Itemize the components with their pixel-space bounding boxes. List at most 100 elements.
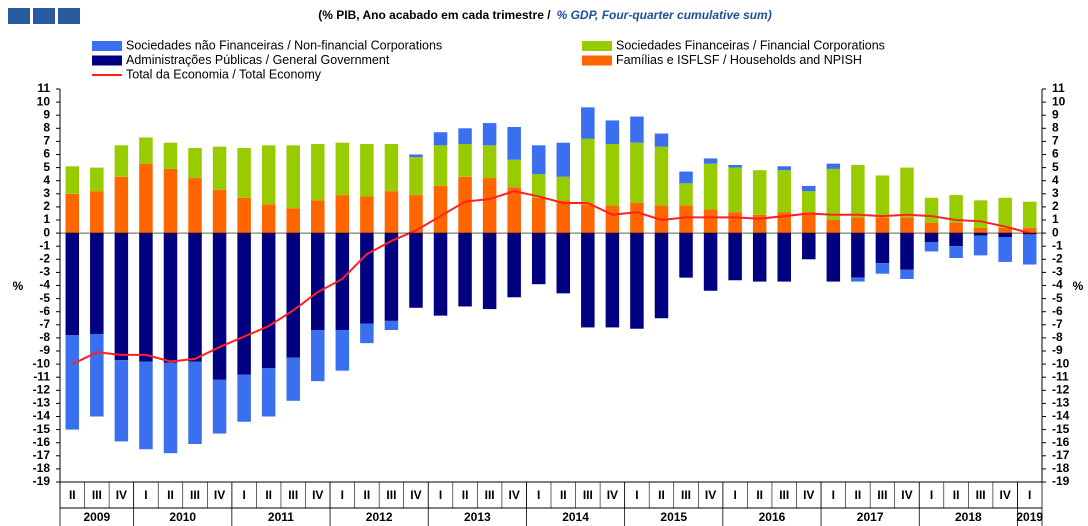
- bar-segment: [581, 138, 595, 205]
- year-label: 2019: [1016, 510, 1043, 524]
- bar-segment: [237, 147, 251, 198]
- bar-segment: [163, 168, 178, 234]
- legend-swatch: [582, 55, 612, 66]
- bar-segment: [163, 233, 178, 363]
- bar-segment: [1022, 234, 1037, 265]
- x-tick-label: I: [537, 488, 540, 502]
- bar-segment: [433, 185, 448, 234]
- y-tick-label: -16: [33, 435, 51, 449]
- x-tick-label: III: [976, 488, 986, 502]
- x-tick-label: I: [733, 488, 736, 502]
- y-tick-label: -14: [33, 409, 51, 423]
- bar-segment: [556, 142, 571, 177]
- bar-segment: [630, 142, 644, 203]
- year-label: 2017: [857, 510, 884, 524]
- bar-segment: [851, 217, 865, 234]
- y2-tick-label: 1: [1052, 212, 1059, 226]
- bar-segment: [531, 174, 546, 198]
- bar-segment: [949, 246, 963, 258]
- y-tick-label: -4: [39, 278, 50, 292]
- bar-segment: [188, 178, 202, 234]
- y-tick-label: -15: [33, 422, 51, 436]
- bar-segment: [851, 164, 865, 218]
- line-series: [71, 190, 1030, 366]
- x-tick-label: IV: [214, 488, 225, 502]
- bar-segment: [605, 233, 620, 328]
- bar-segment: [556, 176, 571, 201]
- bar-segment: [384, 191, 399, 234]
- title-pt: (% PIB, Ano acabado em cada trimestre /: [318, 8, 551, 22]
- bar-segment: [777, 233, 791, 282]
- bar-segment: [703, 163, 718, 210]
- y2-tick-label: -19: [1052, 474, 1070, 488]
- bar-segment: [286, 145, 300, 209]
- bar-segment: [261, 145, 276, 205]
- bar-segment: [679, 205, 693, 234]
- x-tick-label: III: [386, 488, 396, 502]
- x-tick-label: I: [341, 488, 344, 502]
- y-tick-label: -13: [33, 396, 51, 410]
- year-label: 2015: [660, 510, 687, 524]
- x-tick-label: III: [681, 488, 691, 502]
- bar-segment: [556, 233, 571, 294]
- y2-tick-label: -5: [1052, 291, 1063, 305]
- bar-segment: [851, 277, 865, 282]
- bar-segment: [531, 233, 546, 285]
- bar-segment: [458, 176, 472, 234]
- y2-tick-label: 8: [1052, 120, 1059, 134]
- bar-segment: [507, 233, 521, 298]
- x-tick-label: IV: [509, 488, 520, 502]
- y2-tick-label: 5: [1052, 160, 1059, 174]
- x-tick-label: IV: [116, 488, 127, 502]
- bar-segment: [286, 357, 300, 401]
- x-tick-label: III: [779, 488, 789, 502]
- bar-segment: [556, 200, 571, 234]
- y2-tick-label: -13: [1052, 396, 1070, 410]
- bar-segment: [581, 204, 595, 234]
- y2-tick-label: -3: [1052, 265, 1063, 279]
- bar-segment: [630, 116, 644, 143]
- bar-segment: [384, 144, 399, 192]
- bar-segment: [163, 362, 178, 454]
- y2-tick-label: 10: [1052, 94, 1066, 108]
- bar-segment: [924, 233, 939, 243]
- bar-segment: [973, 200, 988, 228]
- bar-segment: [433, 132, 448, 146]
- legend-label: Sociedades Financeiras / Financial Corpo…: [616, 38, 885, 52]
- year-label: 2009: [83, 510, 110, 524]
- bar-segment: [900, 269, 914, 279]
- bar-segment: [286, 208, 300, 234]
- bar-segment: [311, 233, 325, 331]
- y-tick-label: 0: [43, 225, 50, 239]
- bar-segment: [237, 233, 251, 375]
- y-tick-label: -11: [33, 369, 50, 383]
- bar-segment: [728, 164, 742, 168]
- x-tick-label: I: [242, 488, 245, 502]
- bar-segment: [360, 233, 374, 324]
- bar-segment: [949, 195, 963, 223]
- y2-tick-label: -8: [1052, 330, 1063, 344]
- x-tick-label: II: [69, 488, 76, 502]
- bar-segment: [581, 107, 595, 139]
- legend-swatch: [92, 41, 122, 51]
- bar-segment: [482, 145, 497, 179]
- bar-segment: [777, 166, 791, 171]
- chart-title: (% PIB, Ano acabado em cada trimestre /%…: [318, 8, 771, 22]
- bar-segment: [924, 242, 939, 252]
- legend-label: Total da Economia / Total Economy: [126, 67, 322, 81]
- x-tick-label: II: [560, 488, 567, 502]
- bar-segment: [261, 368, 276, 417]
- bar-segment: [261, 204, 276, 234]
- y2-tick-label: 4: [1052, 173, 1059, 187]
- bar-segment: [949, 222, 963, 234]
- bar-segment: [924, 222, 939, 234]
- y-tick-label: 10: [37, 94, 51, 108]
- y-tick-label: 1: [43, 212, 50, 226]
- x-tick-label: III: [485, 488, 495, 502]
- bar-segment: [654, 233, 669, 319]
- y2-tick-label: 7: [1052, 134, 1059, 148]
- year-label: 2018: [955, 510, 982, 524]
- bar-segment: [924, 197, 939, 223]
- bar-segment: [900, 233, 914, 270]
- y-tick-label: 7: [43, 134, 50, 148]
